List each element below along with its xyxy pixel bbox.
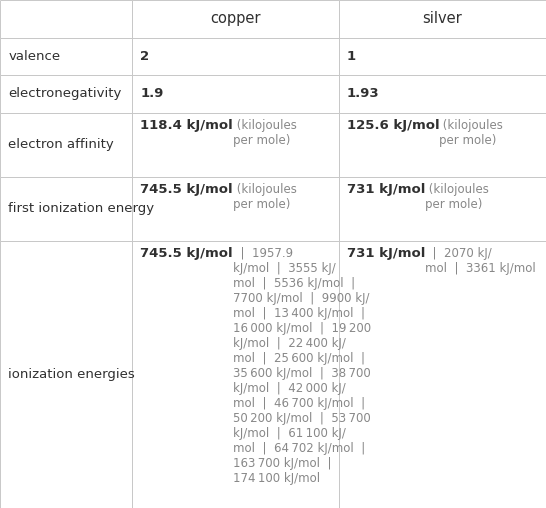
Text: 1.93: 1.93: [347, 87, 379, 101]
Text: 125.6 kJ/mol: 125.6 kJ/mol: [347, 119, 440, 132]
Text: 1.9: 1.9: [140, 87, 164, 101]
Text: 731 kJ/mol: 731 kJ/mol: [347, 183, 425, 196]
Text: (kilojoules
per mole): (kilojoules per mole): [440, 119, 503, 147]
Text: electron affinity: electron affinity: [8, 138, 114, 151]
Text: 1: 1: [347, 50, 356, 63]
Text: |  1957.9
kJ/mol  |  3555 kJ/
mol  |  5536 kJ/mol  |
7700 kJ/mol  |  9900 kJ/
mo: | 1957.9 kJ/mol | 3555 kJ/ mol | 5536 kJ…: [233, 247, 371, 485]
Text: 2: 2: [140, 50, 150, 63]
Text: ionization energies: ionization energies: [8, 368, 135, 381]
Text: 731 kJ/mol: 731 kJ/mol: [347, 247, 425, 260]
Text: first ionization energy: first ionization energy: [8, 202, 155, 215]
Text: valence: valence: [8, 50, 60, 63]
Text: 745.5 kJ/mol: 745.5 kJ/mol: [140, 247, 233, 260]
Text: silver: silver: [423, 11, 462, 26]
Text: |  2070 kJ/
mol  |  3361 kJ/mol: | 2070 kJ/ mol | 3361 kJ/mol: [425, 247, 536, 275]
Text: 118.4 kJ/mol: 118.4 kJ/mol: [140, 119, 233, 132]
Text: (kilojoules
per mole): (kilojoules per mole): [233, 183, 297, 211]
Text: (kilojoules
per mole): (kilojoules per mole): [233, 119, 297, 147]
Text: copper: copper: [210, 11, 260, 26]
Text: 745.5 kJ/mol: 745.5 kJ/mol: [140, 183, 233, 196]
Text: (kilojoules
per mole): (kilojoules per mole): [425, 183, 489, 211]
Text: electronegativity: electronegativity: [8, 87, 122, 101]
